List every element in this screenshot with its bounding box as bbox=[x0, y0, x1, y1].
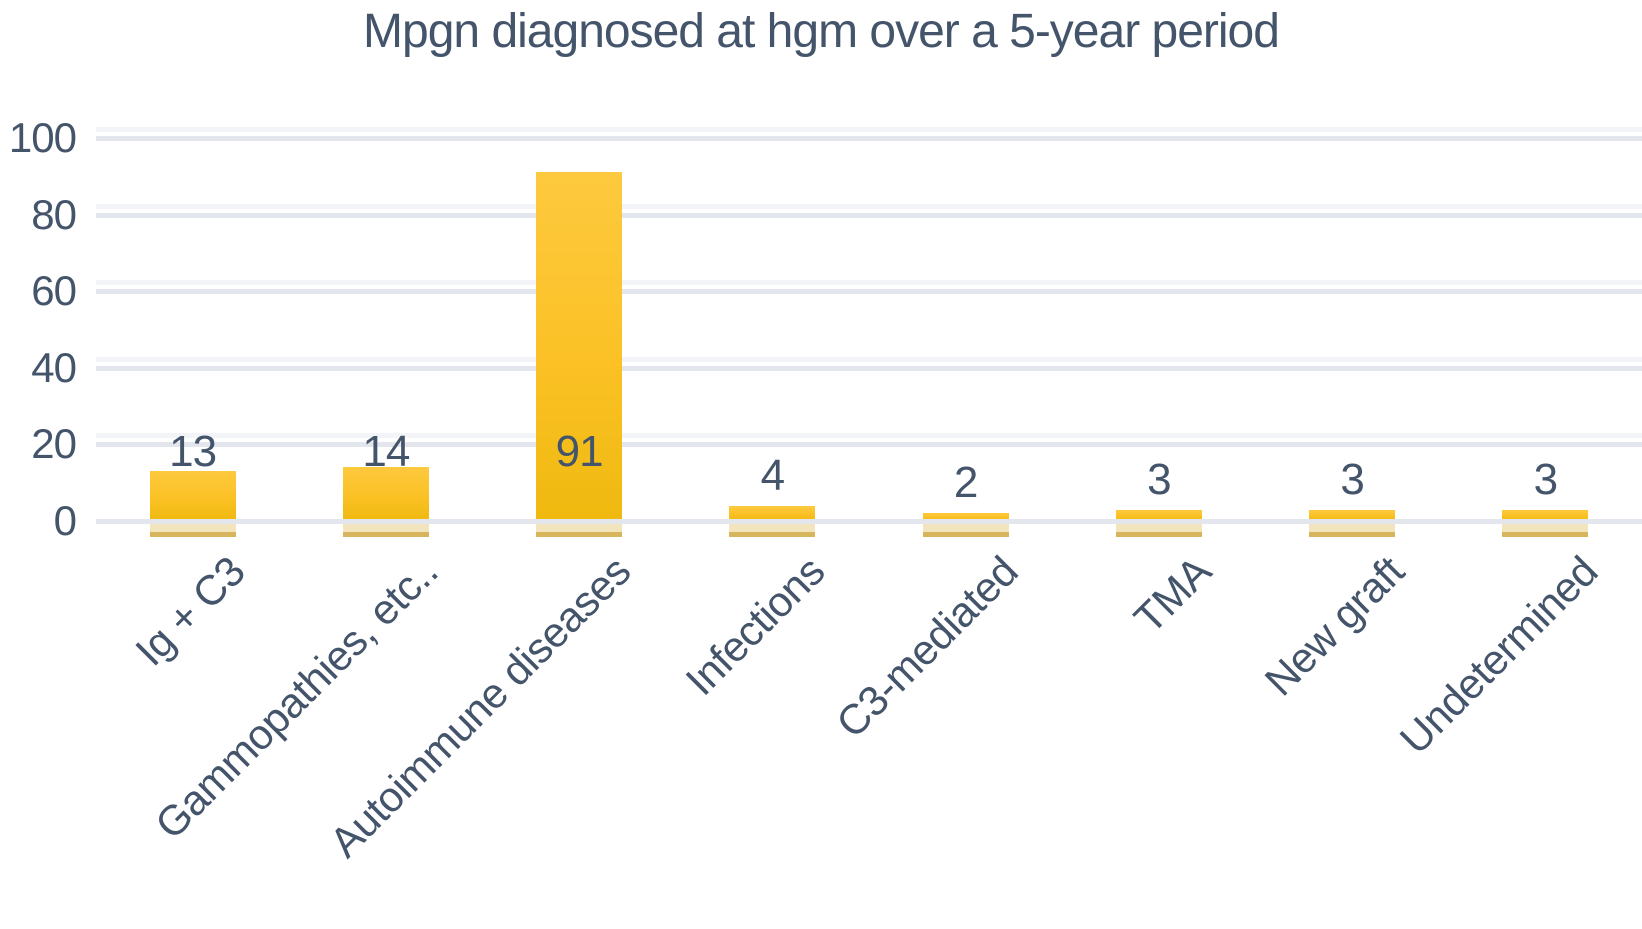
bar-reflection-edge bbox=[342, 532, 429, 537]
bar-reflection bbox=[1502, 524, 1589, 532]
bar bbox=[149, 471, 236, 521]
bar-reflection-edge bbox=[1309, 532, 1396, 537]
gridline bbox=[96, 442, 1642, 448]
y-tick-label: 80 bbox=[31, 190, 77, 238]
y-tick-label: 60 bbox=[31, 267, 77, 315]
gridline bbox=[96, 212, 1642, 218]
bar-value-label: 14 bbox=[362, 427, 410, 476]
bar bbox=[729, 505, 816, 521]
bar-reflection-edge bbox=[536, 532, 623, 537]
bar bbox=[1502, 509, 1589, 521]
bar-reflection bbox=[536, 524, 623, 532]
bar-reflection bbox=[1115, 524, 1202, 532]
x-axis-label: Ig + C3 bbox=[125, 547, 254, 675]
y-tick-label: 100 bbox=[8, 114, 77, 161]
x-axis-label: Undetermined bbox=[1390, 547, 1606, 763]
bar bbox=[342, 467, 429, 521]
y-tick-label: 0 bbox=[53, 497, 77, 544]
bar-reflection bbox=[1309, 524, 1396, 532]
bar-reflection-edge bbox=[1115, 532, 1202, 537]
bar-value-label: 13 bbox=[169, 427, 217, 476]
bar-value-label: 4 bbox=[760, 450, 785, 500]
bar-reflection-edge bbox=[922, 532, 1009, 537]
gridline bbox=[96, 365, 1642, 371]
x-axis-label: C3-mediated bbox=[826, 547, 1027, 747]
gridline bbox=[96, 136, 1642, 141]
bar bbox=[922, 513, 1009, 521]
bar-reflection-edge bbox=[149, 532, 236, 537]
bar bbox=[1115, 509, 1202, 521]
x-axis-label: New graft bbox=[1255, 547, 1413, 705]
gridline bbox=[96, 289, 1642, 295]
bar-value-label: 3 bbox=[1340, 454, 1364, 504]
bar-reflection-edge bbox=[1502, 532, 1589, 537]
x-axis-baseline bbox=[96, 519, 1642, 524]
x-axis-label: Infections bbox=[676, 547, 833, 705]
bar-reflection bbox=[729, 524, 816, 532]
bar bbox=[536, 172, 623, 521]
bar-reflection bbox=[149, 524, 236, 532]
bar-reflection bbox=[342, 524, 429, 532]
bar-reflection bbox=[922, 524, 1009, 532]
x-axis-label: TMA bbox=[1124, 547, 1220, 643]
bar-value-label: 91 bbox=[555, 427, 604, 476]
bar-value-label: 2 bbox=[953, 458, 978, 508]
y-tick-label: 20 bbox=[31, 420, 77, 468]
y-tick-label: 40 bbox=[31, 343, 77, 391]
bar-reflection-edge bbox=[729, 532, 816, 537]
bar-value-label: 3 bbox=[1533, 454, 1558, 504]
bar bbox=[1309, 509, 1396, 521]
chart-title: Mpgn diagnosed at hgm over a 5-year peri… bbox=[363, 5, 1280, 58]
bar-value-label: 3 bbox=[1147, 454, 1171, 504]
